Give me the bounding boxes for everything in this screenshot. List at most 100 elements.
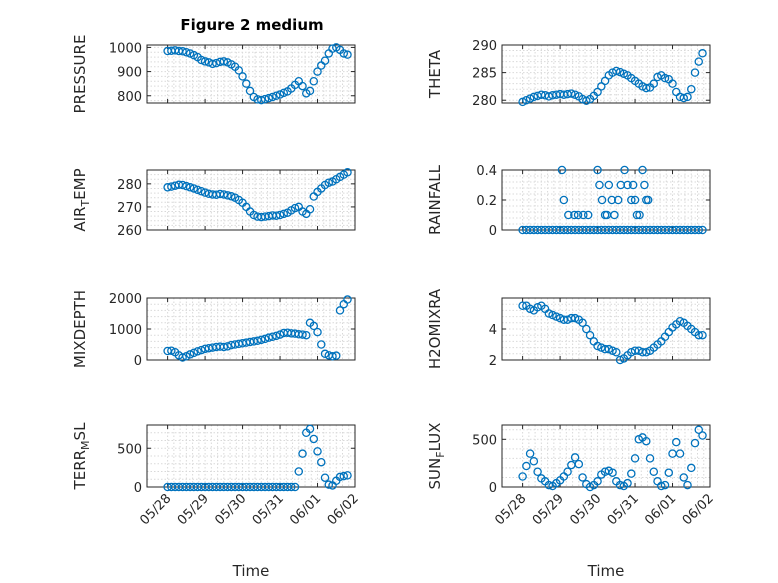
data-point: [529, 456, 539, 466]
y-tick-label: 285: [472, 67, 497, 82]
data-point: [343, 471, 352, 480]
data-point: [234, 66, 244, 75]
data-point: [343, 50, 352, 59]
data-point: [612, 66, 621, 76]
y-tick-label: 4: [489, 323, 497, 338]
y-axis-label: RAINFALL: [426, 164, 444, 235]
data-point: [593, 341, 602, 351]
y-tick-label: 280: [117, 178, 142, 193]
data-point: [630, 454, 640, 463]
data-point: [615, 480, 625, 490]
figure-title: Figure 2 medium: [180, 16, 323, 34]
y-tick-label: 290: [472, 39, 497, 54]
data-point: [290, 203, 300, 213]
y-axis-label: SUNFLUX: [426, 423, 447, 490]
data-point: [620, 165, 629, 175]
data-point: [272, 331, 281, 341]
x-axis-label: Time: [232, 562, 270, 580]
plot-area: [147, 425, 355, 487]
y-axis-label: THETA: [426, 49, 444, 99]
data-point: [219, 342, 229, 352]
data-point: [305, 424, 315, 434]
plot-area: [147, 170, 355, 230]
data-point: [642, 347, 651, 357]
y-tick-label: 500: [117, 442, 142, 457]
subplot-sun-flux: 0 500 05/28 05/29 05/30 05/31 06/01 06/02 SUNFLU…: [426, 423, 717, 580]
data-point: [290, 482, 300, 492]
data-point: [178, 47, 187, 56]
y-axis-label: MIXDEPTH: [71, 290, 89, 368]
data-point: [279, 88, 289, 98]
data-point: [200, 188, 210, 197]
data-point: [675, 316, 685, 326]
data-point: [578, 318, 587, 328]
data-point: [613, 195, 623, 205]
data-point: [698, 431, 707, 440]
data-point: [185, 183, 195, 192]
y-tick-label: 1000: [109, 323, 142, 338]
data-point: [272, 211, 281, 220]
data-point: [193, 347, 202, 356]
data-point: [223, 191, 232, 200]
data-point: [533, 467, 542, 476]
data-point: [563, 467, 572, 476]
data-point: [649, 79, 659, 88]
data-point: [253, 336, 262, 346]
data-point: [687, 84, 696, 94]
data-point: [573, 210, 583, 220]
data-point: [298, 330, 307, 339]
data-point: [679, 473, 689, 482]
data-point: [615, 355, 625, 365]
data-point: [343, 295, 352, 304]
data-point: [167, 182, 176, 191]
subplot-mixdepth: 0 1000 2000 MIXDEPTH: [71, 290, 356, 369]
data-point: [570, 453, 580, 462]
data-point: [582, 324, 591, 334]
x-tick-label: 05/31: [250, 491, 287, 528]
data-point: [309, 77, 319, 86]
data-point: [593, 165, 602, 175]
data-point: [638, 165, 647, 175]
data-point: [185, 350, 195, 359]
data-point: [182, 181, 191, 191]
data-point: [525, 449, 535, 458]
x-tick-label: 06/02: [325, 491, 362, 528]
data-point: [557, 165, 567, 175]
y-tick-label: 0: [134, 354, 142, 369]
data-point: [679, 93, 689, 103]
axes-box: [146, 169, 356, 231]
data-point: [690, 68, 700, 77]
subplot-h2omixra: 2 4 H2OMIXRA: [426, 288, 711, 369]
data-point: [298, 449, 307, 458]
subplot-theta: 280 285 290 THETA: [426, 39, 711, 109]
y-tick-label: 0: [489, 224, 497, 239]
data-point: [335, 306, 345, 315]
data-point: [227, 192, 236, 201]
data-point: [642, 83, 651, 93]
y-tick-label: 0: [134, 481, 142, 496]
data-point: [305, 204, 315, 214]
data-point: [544, 480, 554, 490]
data-point: [675, 449, 685, 458]
data-point: [612, 347, 621, 357]
subplot-terr-msl: 0 500 05/28 05/29 05/30 05/31 06/01 06/02 TERRMS…: [71, 422, 362, 580]
y-tick-label: 2000: [109, 292, 142, 307]
data-point: [279, 209, 289, 219]
y-tick-label: 0.4: [476, 164, 497, 179]
data-point: [645, 454, 655, 463]
data-point: [197, 186, 206, 196]
data-point: [200, 57, 210, 66]
data-point: [694, 330, 704, 340]
data-point: [260, 94, 270, 104]
data-point: [627, 195, 636, 205]
data-point: [668, 79, 677, 88]
data-point: [287, 482, 296, 492]
data-point: [238, 72, 247, 81]
data-point: [257, 95, 266, 105]
subplot-pressure: 800 900 1000 PRESSURE: [71, 35, 356, 113]
data-point: [208, 59, 217, 69]
x-tick-label: 05/29: [530, 491, 567, 528]
data-point: [607, 195, 617, 205]
data-point: [583, 210, 593, 220]
y-axis-label: TERRMSL: [71, 422, 92, 491]
